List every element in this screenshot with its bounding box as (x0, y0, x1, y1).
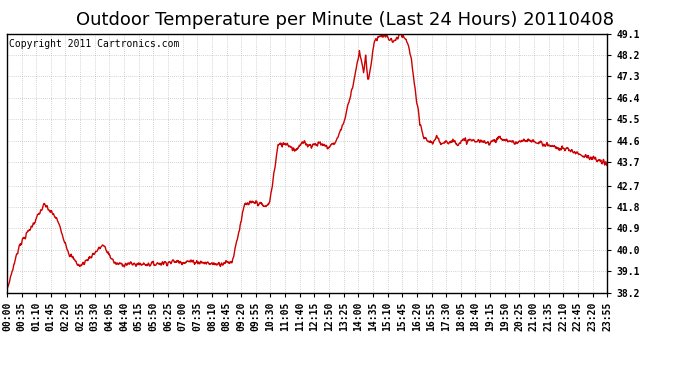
Text: Outdoor Temperature per Minute (Last 24 Hours) 20110408: Outdoor Temperature per Minute (Last 24 … (76, 11, 614, 29)
Text: Copyright 2011 Cartronics.com: Copyright 2011 Cartronics.com (9, 39, 179, 49)
